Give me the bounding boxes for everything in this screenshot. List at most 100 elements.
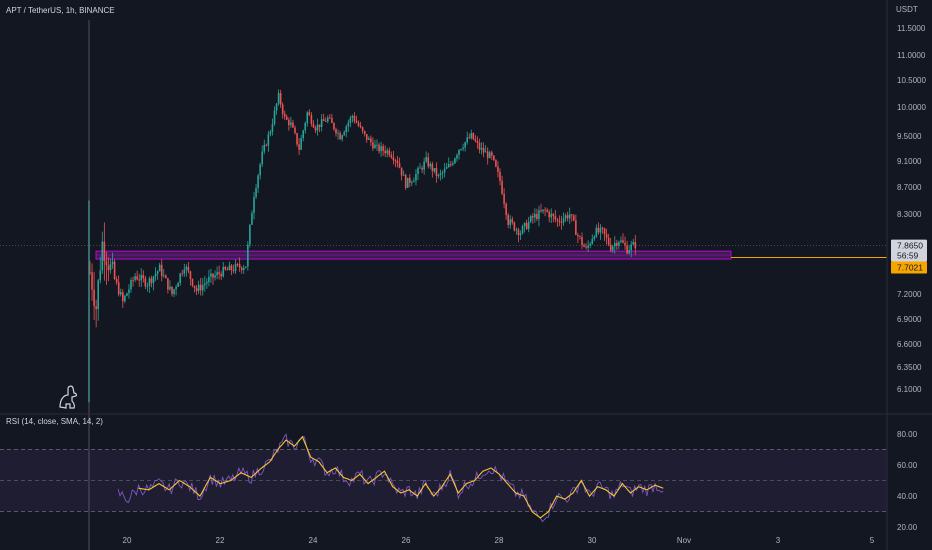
candle-body bbox=[179, 273, 181, 283]
candle-body bbox=[298, 144, 300, 150]
candle-body bbox=[261, 151, 263, 165]
candle-body bbox=[614, 242, 616, 247]
candle-body bbox=[575, 220, 577, 235]
candle-body bbox=[632, 242, 635, 245]
candle-body bbox=[89, 272, 91, 273]
candle-body bbox=[460, 149, 462, 150]
candle-body bbox=[591, 239, 594, 244]
candle-body bbox=[201, 284, 204, 291]
candle-body bbox=[318, 124, 321, 127]
candle-body bbox=[626, 245, 628, 254]
price-tick-label: 9.1000 bbox=[897, 157, 922, 166]
candle-body bbox=[130, 279, 132, 290]
candle-body bbox=[187, 266, 190, 272]
candle-body bbox=[374, 144, 376, 149]
candle-body bbox=[499, 171, 501, 181]
time-axis[interactable]: 20 22 24 26 28 30 Nov 3 5 bbox=[123, 536, 875, 545]
price-tick-label: 6.1000 bbox=[897, 385, 922, 394]
candle-body bbox=[536, 213, 538, 220]
rsi-axis[interactable]: 80.00 60.00 40.00 20.00 bbox=[897, 430, 918, 532]
candle-body bbox=[595, 227, 598, 237]
candle-body bbox=[279, 92, 282, 105]
level-price-tag bbox=[891, 261, 927, 274]
candle-body bbox=[486, 151, 489, 159]
time-tick-label: 30 bbox=[588, 536, 597, 545]
candle-body bbox=[437, 175, 440, 177]
candle-body bbox=[357, 122, 360, 126]
candle-body bbox=[519, 233, 522, 236]
candle-body bbox=[249, 224, 251, 245]
candle-body bbox=[253, 197, 255, 214]
candle-body bbox=[546, 209, 548, 212]
candle-body bbox=[611, 246, 614, 251]
candle-body bbox=[152, 276, 155, 283]
candle-body bbox=[628, 250, 630, 254]
candle-body bbox=[132, 279, 134, 281]
candle-body bbox=[370, 138, 372, 143]
candle-body bbox=[417, 168, 419, 175]
candle-body bbox=[144, 278, 147, 287]
candle-body bbox=[542, 209, 544, 212]
candle-body bbox=[601, 227, 604, 229]
candle-body bbox=[124, 295, 126, 302]
candle-body bbox=[447, 163, 450, 168]
candle-body bbox=[382, 146, 384, 151]
candle-body bbox=[585, 246, 587, 248]
tradingview-logo-icon[interactable] bbox=[59, 385, 77, 409]
candle-body bbox=[99, 270, 102, 281]
candle-body bbox=[245, 266, 247, 268]
candle-body bbox=[431, 163, 434, 172]
candle-body bbox=[230, 265, 233, 271]
candle-body bbox=[501, 180, 503, 194]
candle-body bbox=[363, 130, 366, 135]
candle-body bbox=[568, 214, 571, 219]
candle-body bbox=[413, 180, 415, 183]
candle-body bbox=[316, 124, 319, 131]
candle-body bbox=[240, 267, 243, 271]
countdown-text: 56:59 bbox=[897, 251, 919, 261]
candle-body bbox=[415, 174, 417, 181]
candle-body bbox=[267, 134, 270, 146]
candle-body bbox=[169, 286, 171, 290]
candle-body bbox=[136, 276, 138, 280]
candle-body bbox=[288, 119, 290, 126]
candle-body bbox=[269, 131, 272, 135]
candle-body bbox=[160, 264, 163, 277]
candle-body bbox=[634, 242, 637, 249]
candle-body bbox=[177, 282, 179, 287]
rsi-tick-label: 80.00 bbox=[897, 430, 918, 439]
candle-body bbox=[107, 265, 110, 271]
price-tick-label: 6.6000 bbox=[897, 340, 922, 349]
candle-body bbox=[265, 144, 268, 146]
logo-mark bbox=[59, 385, 77, 409]
candle-body bbox=[226, 269, 229, 271]
candle-body bbox=[425, 157, 427, 162]
candle-body bbox=[361, 127, 364, 131]
candle-body bbox=[189, 271, 192, 279]
candle-body bbox=[292, 122, 294, 128]
candle-body bbox=[618, 241, 620, 246]
rsi-tick-label: 60.00 bbox=[897, 461, 918, 470]
rsi-title[interactable]: RSI (14, close, SMA, 14, 2) bbox=[6, 417, 103, 426]
candle-body bbox=[119, 292, 122, 295]
candle-body bbox=[206, 282, 208, 284]
candle-body bbox=[349, 117, 352, 123]
candle-body bbox=[193, 285, 196, 288]
candle-body bbox=[148, 278, 151, 286]
candle-body bbox=[128, 289, 130, 294]
candle-body bbox=[493, 155, 495, 160]
candle-body bbox=[452, 163, 454, 165]
candle-body bbox=[404, 174, 407, 188]
symbol-title[interactable]: APT / TetherUS, 1h, BINANCE bbox=[6, 6, 115, 15]
candle-body bbox=[378, 144, 380, 152]
candle-body bbox=[195, 287, 198, 291]
candle-body bbox=[312, 123, 315, 128]
candle-body bbox=[511, 219, 514, 223]
candle-body bbox=[597, 227, 600, 233]
candle-body bbox=[439, 173, 442, 176]
price-axis[interactable]: 11.5000 11.0000 10.5000 10.0000 9.5000 9.1000… bbox=[897, 24, 926, 394]
candle-body bbox=[277, 92, 280, 104]
candle-body bbox=[390, 154, 393, 158]
level-price-text: 7.7021 bbox=[897, 262, 923, 272]
